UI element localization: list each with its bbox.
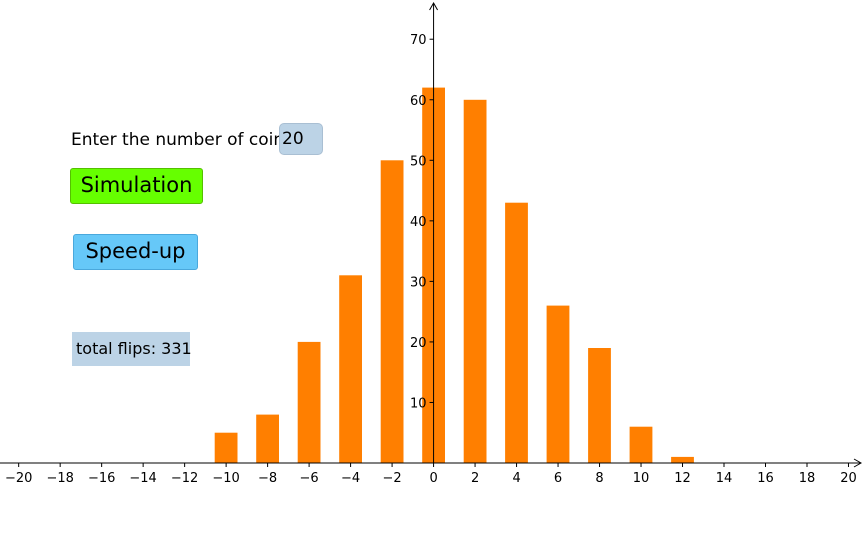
x-tick-label: −8 <box>258 471 277 486</box>
y-tick-label: 40 <box>410 215 427 230</box>
x-tick-label: 0 <box>429 471 437 486</box>
y-tick-label: 30 <box>410 275 427 290</box>
x-tick-label: −4 <box>341 471 360 486</box>
y-tick-label: 50 <box>410 154 427 169</box>
histogram-bar <box>588 348 611 463</box>
y-tick-label: 70 <box>410 33 427 48</box>
x-tick-label: −14 <box>129 471 156 486</box>
histogram-bar <box>256 414 279 463</box>
y-tick-label: 20 <box>410 336 427 351</box>
x-tick-label: −12 <box>171 471 198 486</box>
x-tick-label: 14 <box>716 471 733 486</box>
x-axis-arrow-icon <box>853 458 863 468</box>
x-tick-label: −18 <box>46 471 73 486</box>
x-tick-label: 6 <box>554 471 562 486</box>
coins-input[interactable]: 20 <box>279 123 323 155</box>
histogram-bar <box>671 456 694 463</box>
x-tick-label: −2 <box>383 471 402 486</box>
total-flips-readout: total flips: 331 <box>72 332 192 366</box>
x-tick-label: 2 <box>471 471 479 486</box>
speedup-button[interactable]: Speed-up <box>73 234 198 270</box>
x-tick-label: −10 <box>212 471 239 486</box>
y-axis-arrow-icon <box>429 1 439 11</box>
x-tick-label: 12 <box>674 471 691 486</box>
histogram-bar <box>297 341 321 463</box>
histogram-bar <box>339 275 362 463</box>
y-tick-label: 60 <box>410 94 427 109</box>
x-tick-label: 8 <box>595 471 603 486</box>
histogram-bar <box>546 305 570 463</box>
x-tick-label: 16 <box>757 471 774 486</box>
coins-label: Enter the number of coins <box>71 130 293 150</box>
x-tick-label: 10 <box>633 471 650 486</box>
x-tick-label: 4 <box>512 471 520 486</box>
x-tick-label: −20 <box>5 471 32 486</box>
histogram-bar <box>380 160 404 464</box>
y-tick-label: 10 <box>410 397 427 412</box>
simulation-button[interactable]: Simulation <box>70 168 203 204</box>
histogram-bar <box>505 202 528 463</box>
histogram-bar <box>214 432 238 463</box>
x-tick-label: −16 <box>88 471 115 486</box>
histogram-bar <box>629 426 653 463</box>
histogram-bar <box>463 99 487 464</box>
x-tick-label: 20 <box>840 471 857 486</box>
x-tick-label: −6 <box>300 471 319 486</box>
x-tick-label: 18 <box>799 471 816 486</box>
